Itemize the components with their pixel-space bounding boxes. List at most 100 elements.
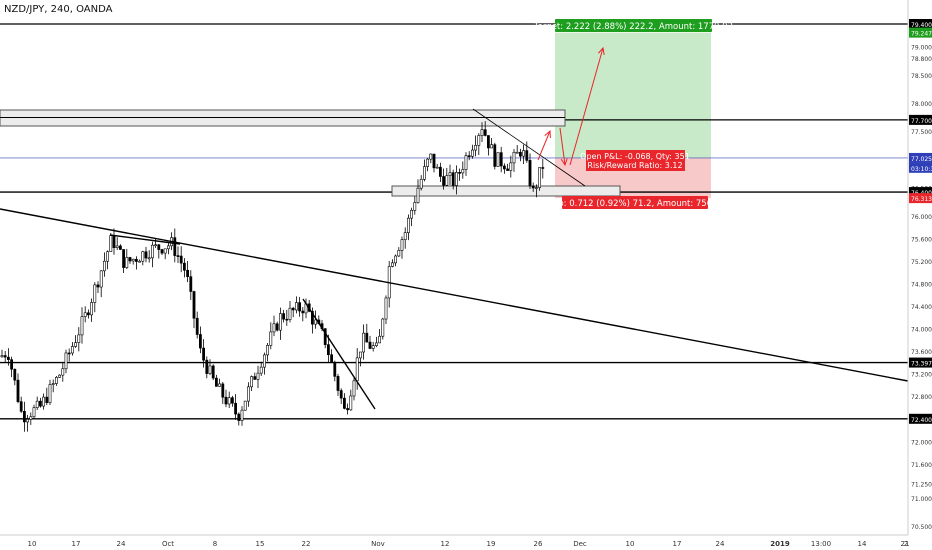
candle-body bbox=[218, 383, 222, 387]
price-tag-label: 76.313 bbox=[911, 196, 932, 203]
price-tag-label: 77.700 bbox=[911, 118, 932, 125]
candle-body bbox=[310, 311, 314, 325]
candle-body bbox=[269, 331, 273, 346]
candle-body bbox=[506, 168, 510, 171]
forecast-arrow bbox=[537, 130, 551, 161]
time-tick-label: 17 bbox=[673, 540, 682, 548]
support-box bbox=[391, 185, 621, 197]
candlesticks bbox=[0, 121, 545, 432]
target-label-bg bbox=[555, 19, 712, 32]
candle-body bbox=[3, 355, 7, 358]
resistance-box-midline bbox=[0, 117, 565, 118]
price-tick-label: 75.200 bbox=[911, 259, 932, 266]
time-axis[interactable]: 10 17 24 Oct 8 15 22 Nov 12 19 26 Dec 10 17 24 2019 13:0… bbox=[0, 534, 910, 548]
candle-body bbox=[87, 312, 90, 316]
candle-body bbox=[384, 297, 388, 320]
price-tag-label: 72.400 bbox=[911, 417, 932, 424]
trendline bbox=[302, 298, 376, 410]
candle-body bbox=[141, 251, 145, 262]
candle-body bbox=[275, 323, 279, 331]
candle-body bbox=[231, 397, 234, 404]
stop-label: Stop: 0.712 (0.92%) 71.2, Amount: 750.09 bbox=[544, 199, 725, 209]
price-tick-label: 73.200 bbox=[911, 372, 932, 379]
time-tick-label: Dec bbox=[573, 540, 587, 548]
candle-body bbox=[144, 251, 148, 259]
candle-body bbox=[58, 374, 62, 378]
price-tick-label: 76.000 bbox=[911, 214, 932, 221]
price-axis[interactable]: 79.400 79.000 78.800 78.500 78.000 77.500 77.0… bbox=[907, 0, 932, 550]
price-tick-label: 78.500 bbox=[911, 73, 932, 80]
candle-body bbox=[291, 307, 295, 311]
price-tick-label: 77.500 bbox=[911, 129, 932, 136]
candle-body bbox=[192, 291, 196, 319]
trendlines bbox=[0, 108, 909, 410]
time-tick-label: 24 bbox=[117, 540, 126, 548]
candle-body bbox=[211, 365, 215, 379]
candle-body bbox=[10, 359, 14, 370]
support-resistance-boxes bbox=[0, 109, 621, 197]
candle-body bbox=[122, 249, 126, 268]
candle-body bbox=[103, 260, 106, 272]
time-tick-label: 8 bbox=[213, 540, 217, 548]
candle-body bbox=[451, 172, 455, 186]
candle-body bbox=[326, 344, 330, 356]
candle-body bbox=[410, 210, 414, 219]
time-tick-label: 15 bbox=[256, 540, 265, 548]
candle-body bbox=[259, 366, 263, 374]
candle-body bbox=[294, 302, 298, 311]
candle-body bbox=[314, 319, 318, 325]
candle-body bbox=[413, 202, 417, 211]
candle-body bbox=[90, 302, 94, 316]
candle-body bbox=[496, 152, 500, 167]
candle-body bbox=[160, 249, 164, 254]
price-tag-bg bbox=[909, 187, 932, 198]
price-tick-label: 72.800 bbox=[911, 394, 932, 401]
time-tick-label: 10 bbox=[626, 540, 635, 548]
candle-body bbox=[215, 377, 218, 387]
candle-body bbox=[247, 386, 250, 402]
time-tick-label: 21 bbox=[901, 540, 910, 548]
candle-body bbox=[349, 395, 353, 411]
candle-body bbox=[518, 151, 522, 157]
candle-body bbox=[438, 166, 442, 177]
candle-body bbox=[32, 407, 36, 418]
candle-body bbox=[16, 379, 20, 402]
price-tick-label: 71.250 bbox=[911, 482, 932, 489]
time-tick-label: 22 bbox=[302, 540, 311, 548]
candle-body bbox=[422, 166, 426, 180]
candle-body bbox=[250, 376, 254, 388]
time-tick-label: 2 bbox=[904, 540, 908, 548]
candle-body bbox=[282, 313, 286, 320]
candle-body bbox=[502, 165, 506, 170]
candle-body bbox=[61, 368, 65, 376]
candle-body bbox=[154, 244, 158, 247]
candle-body bbox=[416, 187, 420, 203]
target-zone bbox=[555, 32, 711, 158]
candle-body bbox=[243, 400, 247, 411]
stop-label-bg bbox=[562, 196, 708, 209]
candle-body bbox=[448, 172, 452, 176]
forecast-arrows bbox=[537, 46, 605, 167]
candle-body bbox=[477, 135, 481, 146]
candle-body bbox=[365, 332, 369, 343]
price-tick-label: 70.500 bbox=[911, 524, 932, 531]
candle-body bbox=[0, 355, 4, 358]
candle-body bbox=[234, 402, 238, 415]
candle-body bbox=[336, 376, 340, 391]
time-tick-label: 19 bbox=[487, 540, 496, 548]
forecast-arrowhead bbox=[560, 158, 568, 167]
candle-body bbox=[128, 257, 132, 262]
price-tag-label: 77.025 bbox=[911, 156, 932, 163]
candle-body bbox=[208, 365, 212, 374]
candle-body bbox=[522, 150, 526, 157]
candle-body bbox=[499, 152, 503, 167]
candle-body bbox=[419, 179, 423, 189]
candle-body bbox=[176, 255, 180, 257]
price-axis-bg bbox=[908, 0, 932, 550]
candle-body bbox=[189, 276, 193, 292]
target-label: Target: 2.222 (2.88%) 222.2, Amount: 177… bbox=[533, 22, 733, 32]
candle-body bbox=[157, 244, 161, 250]
candle-body bbox=[528, 160, 532, 187]
